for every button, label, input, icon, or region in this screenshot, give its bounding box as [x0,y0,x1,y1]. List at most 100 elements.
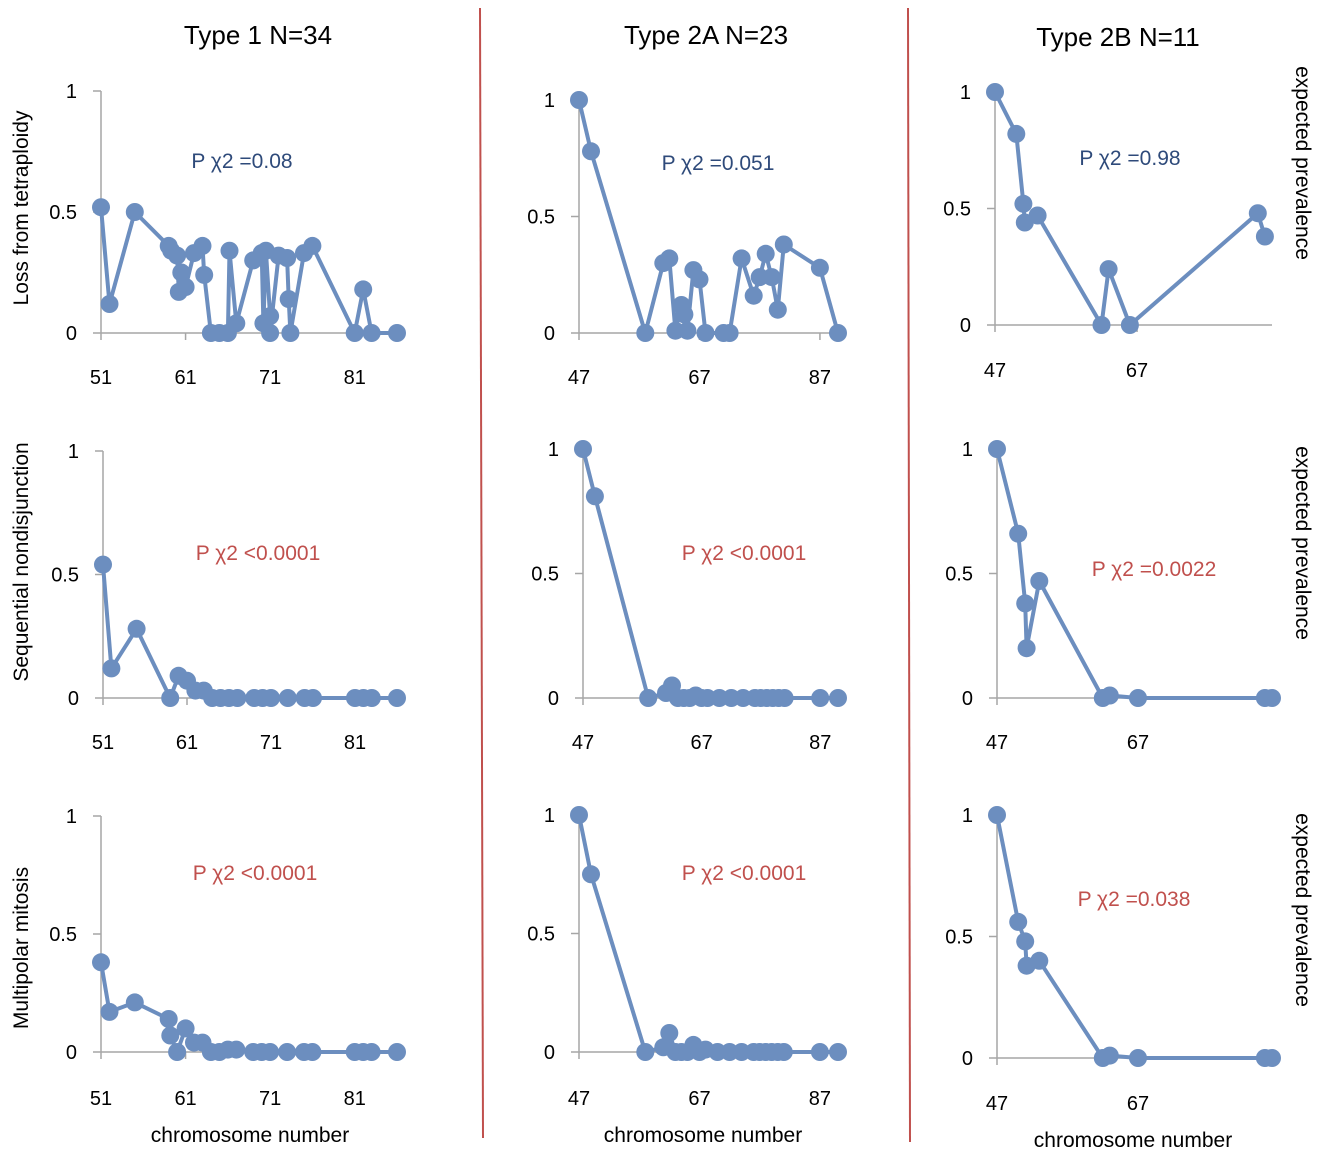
column-title-type2b: Type 2B N=11 [1036,22,1200,52]
panel-r1-c1-point-27 [281,324,300,342]
panel-r2-c3-point-10 [1263,689,1281,707]
panel-r1-c3-point-5 [1028,206,1047,225]
x-axis-title-type1: chromosome number [151,1124,349,1147]
panel-r2-c2-point-3 [639,689,658,707]
panel-r2-c3-point-8 [1129,689,1147,707]
panel-r2-c1-series-line [101,562,399,700]
panel-r1-c3-y-tick-label: 1 [960,82,971,104]
panel-r2-c3-series-line [995,447,1274,700]
row-label-multipolar-mitosis: Multipolar mitosis [10,867,33,1029]
panel-r1-c2-x-tick-label: 67 [688,367,710,389]
panel-r2-c1-y-tick-label: 1 [68,441,79,463]
panel-r1-c1-point-25 [278,249,297,267]
panel-r1-c2-y-tick-label: 0.5 [527,207,555,229]
panel-r1-c1-x-tick-label: 71 [259,367,281,389]
panel-r1-c1-point-31 [354,280,373,299]
panel-r2-c3-point-2 [1009,524,1028,543]
panel-r2-c1: 0 0.5 1 51 61 71 81 P χ2 <0.0001 [51,441,406,754]
panel-r2-c1-point-15 [262,689,280,707]
panel-r1-c2-point-11 [690,270,709,289]
panel-r1-c1-y-tick-label: 0 [66,323,77,345]
panel-r1-c2-point-20 [768,300,787,319]
panel-r3-c3-y-tick-label: 0.5 [945,927,973,949]
panel-r3-c1-y-tick-label: 1 [66,806,77,828]
panel-r3-c3-point-7 [1100,1046,1119,1065]
panel-r1-c3-point-9 [1248,204,1267,223]
panel-r2-c1-x-tick-label: 71 [260,732,282,754]
panel-r3-c3-point-5 [1030,951,1049,970]
panel-r2-c2-point-21 [811,689,830,707]
panel-r2-c3-y-tick-label: 0.5 [945,564,973,586]
panel-r2-c2-x-tick-label: 87 [809,732,831,754]
right-label-row3: expected prevalence [1291,813,1314,1007]
panel-r2-c3-x-tick-label: 47 [986,732,1008,754]
panel-r1-c2-x-tick-label: 87 [809,367,831,389]
panel-r2-c2-point-1 [574,440,592,458]
panel-r1-c1-y-tick-label: 0.5 [49,202,77,224]
panel-r1-c2-point-12 [696,324,715,342]
panel-r2-c3-point-3 [1016,594,1035,613]
panel-r3-c1-point-1 [92,953,110,972]
chart-panels: 0 0.5 1 51 61 71 81 P χ2 =0.08 0 0.5 1 47 67 87 P χ2 =… [49,81,1281,1115]
row-label-loss-from-tetraploidy: Loss from tetraploidy [10,110,33,305]
panel-r2-c1-point-12 [228,689,247,707]
panel-r1-c2-point-23 [829,324,847,342]
panel-r1-c1-point-30 [345,324,364,342]
panel-r1-c3-point-6 [1092,316,1111,334]
panel-r2-c1-point-22 [388,689,406,707]
panel-r1-c2-series-line [577,98,840,335]
panel-r1-c1-point-16 [220,241,239,260]
panel-r1-c3-y-tick-label: 0 [960,315,971,337]
panel-r1-c3-series-line [993,90,1267,327]
panel-r2-c1-y-tick-label: 0.5 [51,565,79,587]
panel-r2-c3-point-1 [988,440,1006,458]
panel-r1-c2-point-19 [762,268,781,287]
panel-r2-c3-y-tick-label: 0 [962,688,973,710]
panel-r1-c3-point-10 [1255,227,1274,246]
panel-r3-c2-point-2 [582,865,600,884]
panel-r3-c1-point-13 [227,1040,246,1059]
panel-r3-c2-point-5 [660,1024,679,1042]
panel-r1-c3-x-tick-label: 47 [984,360,1006,382]
panel-r1-c2-point-21 [774,235,793,254]
panel-r1-c2-point-2 [582,142,600,161]
panel-r3-c2-point-21 [810,1043,829,1061]
panel-r3-c2: 0 0.5 1 47 67 87 P χ2 <0.0001 [527,805,847,1110]
panel-r1-c2-point-1 [570,91,588,109]
panel-r2-c2-y-tick-label: 0.5 [531,564,559,586]
panel-r1-c1-point-1 [92,198,110,217]
panel-r1-c1-x-tick-label: 81 [344,367,366,389]
panel-r3-c3-point-8 [1129,1049,1147,1067]
panel-r3-c1-point-17 [278,1043,297,1061]
panel-r1-c2-point-9 [678,321,697,340]
panel-r1-c2-point-15 [732,249,751,268]
panel-r3-c3-series-line [995,813,1274,1060]
panel-r1-c1-point-29 [303,236,322,255]
panel-r2-c2-x-tick-label: 47 [572,732,594,754]
panel-r1-c1-point-32 [362,324,381,342]
panel-r3-c2-y-tick-label: 0 [544,1042,555,1064]
column-title-type1: Type 1 N=34 [184,20,332,50]
x-axis-title-type2b: chromosome number [1034,1129,1232,1152]
panel-r1-c3-point-7 [1099,260,1118,279]
panel-r3-c1-point-7 [176,1019,195,1038]
panel-r3-c2-point-20 [774,1043,793,1061]
panel-r2-c2-point-22 [829,689,847,707]
panel-r2-c3-pvalue: P χ2 =0.0022 [1092,558,1217,581]
panel-r1-c2-point-8 [675,305,694,324]
panel-r1-c1-point-23 [261,324,280,342]
panel-r3-c2-x-tick-label: 67 [688,1088,710,1110]
panel-r1-c3: 0 0.5 1 47 67 P χ2 =0.98 [943,82,1274,382]
panel-r1-c1-x-tick-label: 61 [174,367,196,389]
right-label-row1: expected prevalence [1291,66,1314,260]
panel-r2-c2-series-line [581,447,840,700]
panel-r3-c1-point-4 [159,1010,178,1028]
panel-r3-c3-point-3 [1016,932,1035,951]
panel-r2-c1-pvalue: P χ2 <0.0001 [196,542,321,565]
panel-r2-c2: 0 0.5 1 47 67 87 P χ2 <0.0001 [531,439,847,754]
panel-r3-c1-x-tick-label: 51 [90,1088,112,1110]
panel-r1-c1-point-11 [193,236,212,255]
panel-r3-c1: 0 0.5 1 51 61 71 81 P χ2 <0.0001 [49,806,406,1110]
panel-r1-c1-point-9 [176,278,195,296]
